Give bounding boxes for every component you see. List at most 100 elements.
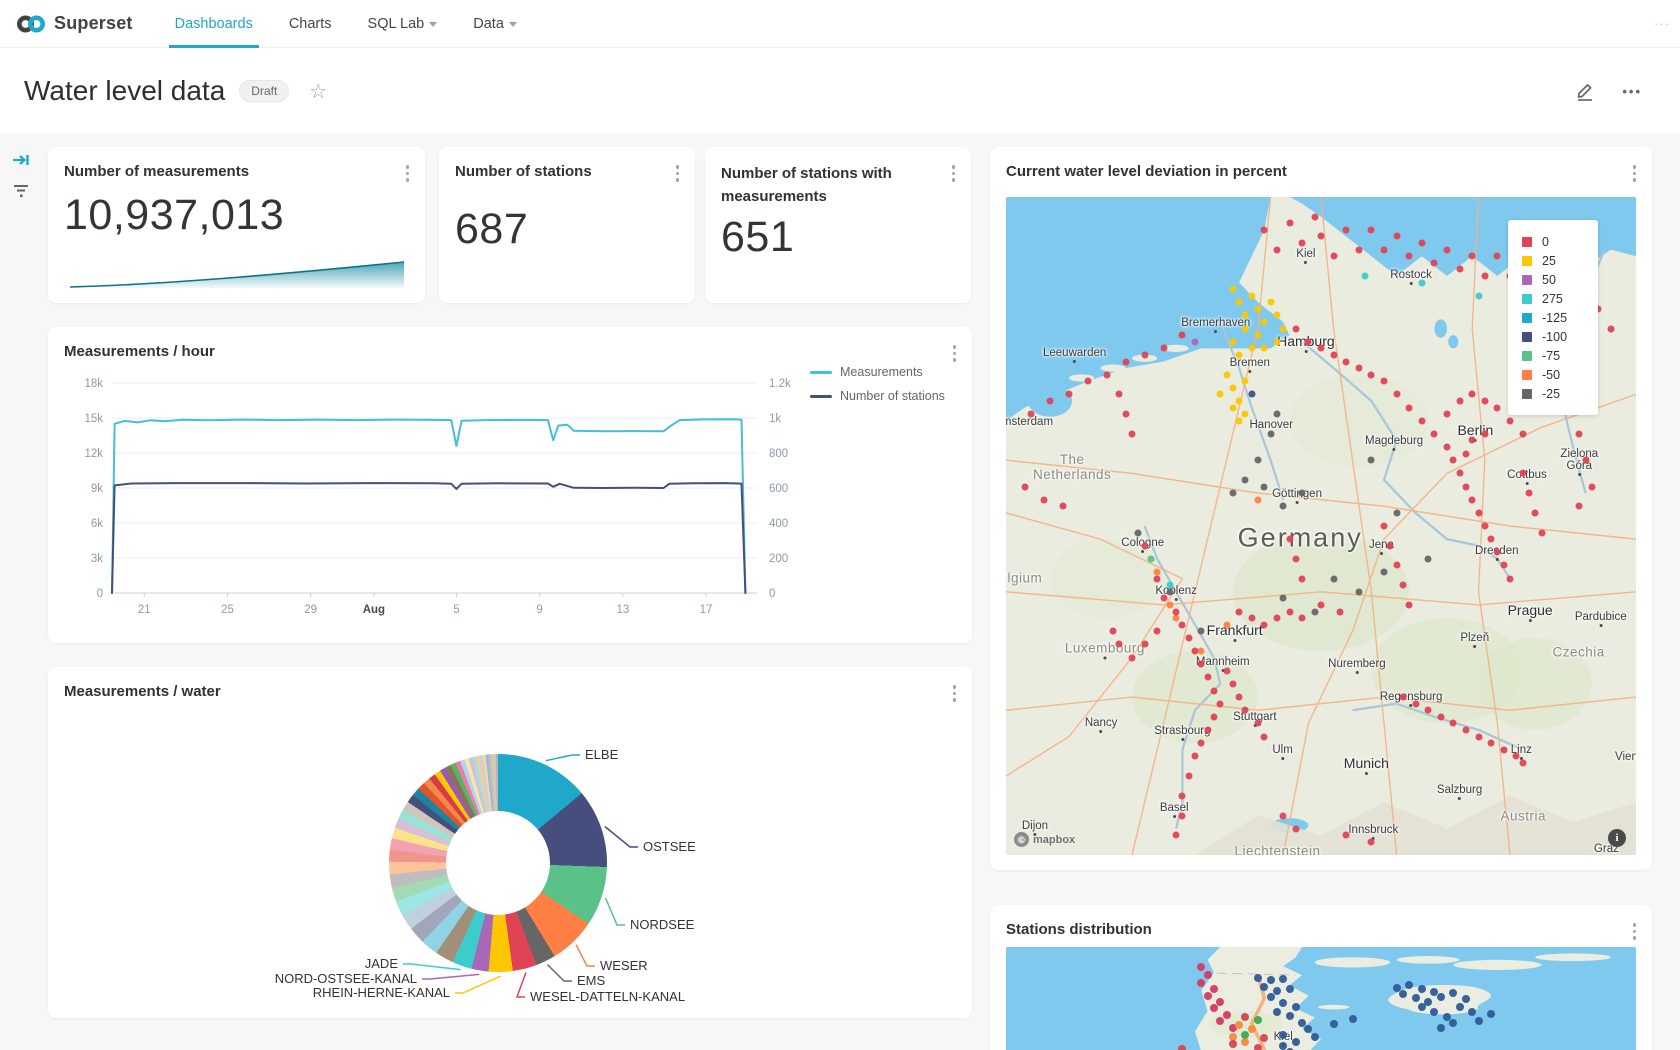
chart-menu-icon[interactable] <box>948 161 960 186</box>
station-dot <box>1273 338 1281 346</box>
expand-filters-icon[interactable] <box>12 152 30 168</box>
station-dot <box>1317 344 1325 352</box>
station-dot <box>1481 272 1489 280</box>
station-dot <box>1286 535 1293 543</box>
station-dot <box>1291 1037 1300 1046</box>
nav-item-dashboards[interactable]: Dashboards <box>157 0 271 48</box>
station-dot <box>1468 436 1476 444</box>
line-chart-legend: Measurements Number of stations <box>810 365 945 413</box>
station-dot <box>1178 812 1186 820</box>
legend-label: Number of stations <box>840 389 945 403</box>
map-background <box>1006 947 1636 1050</box>
station-dot <box>1449 989 1458 998</box>
chart-menu-icon[interactable] <box>949 341 961 366</box>
station-dot <box>1235 417 1243 425</box>
favorite-star-icon[interactable]: ☆ <box>309 80 328 103</box>
station-dot <box>1228 1032 1237 1041</box>
station-dot <box>1512 752 1520 760</box>
legend-label: Measurements <box>840 365 923 379</box>
station-dot <box>1417 985 1426 994</box>
map-label: Plzeň <box>1460 632 1489 648</box>
header-menu-icon[interactable]: ••• <box>1622 83 1642 99</box>
legend-swatch <box>1522 312 1532 323</box>
station-dot <box>1204 726 1212 734</box>
chart-title: Measurements / water <box>64 683 221 700</box>
nav-item-sql-lab[interactable]: SQL Lab <box>350 0 456 48</box>
station-dot <box>1260 226 1268 234</box>
map-label: Magdeburg <box>1365 435 1423 452</box>
x-axis-tick: Aug <box>363 604 385 616</box>
nav-item-charts[interactable]: Charts <box>288 15 332 32</box>
station-dot <box>1424 998 1433 1007</box>
map-canvas[interactable]: 0 25 50 275 -125 -100 -75 -50 -25 © mapbox i Kie… <box>1006 197 1636 855</box>
station-dot <box>1468 390 1476 398</box>
station-dot <box>1203 971 1212 980</box>
city-marker <box>1519 757 1523 761</box>
chart-menu-icon[interactable] <box>1629 919 1641 944</box>
nav-item-data[interactable]: Data <box>455 0 535 48</box>
station-dot <box>1405 404 1413 412</box>
legend-swatch <box>1522 293 1532 304</box>
legend-item[interactable]: Measurements <box>810 365 945 379</box>
map-label: Kiel <box>1296 248 1315 264</box>
city-marker <box>1033 833 1037 837</box>
chart-menu-icon[interactable] <box>949 681 961 706</box>
station-dot <box>1405 981 1414 990</box>
map-legend-item: 0 <box>1522 232 1598 251</box>
map-label: Graz <box>1594 843 1619 855</box>
station-dot <box>1178 331 1186 339</box>
station-dot <box>1468 496 1476 504</box>
edit-pencil-icon[interactable] <box>1574 80 1596 102</box>
superset-logo[interactable]: Superset <box>0 13 147 35</box>
legend-item[interactable]: Number of stations <box>810 389 945 403</box>
station-dot <box>1430 1008 1439 1017</box>
map-label: Czechia <box>1552 644 1605 660</box>
chart-menu-icon[interactable] <box>402 161 414 186</box>
station-dot <box>1424 555 1432 563</box>
map-label: Dijon <box>1022 820 1048 837</box>
station-dot <box>1298 575 1306 583</box>
station-dot <box>1178 792 1186 800</box>
station-dot <box>1178 1045 1187 1050</box>
station-dot <box>1272 986 1281 995</box>
legend-value: -75 <box>1542 348 1561 363</box>
city-marker <box>1304 350 1308 354</box>
map-label: Nuremberg <box>1328 658 1386 674</box>
station-dot <box>1260 621 1268 629</box>
station-dot <box>1241 311 1249 319</box>
station-dot <box>1430 987 1439 996</box>
x-axis-tick: 17 <box>700 604 713 616</box>
map-legend-item: 275 <box>1522 289 1598 308</box>
chart-menu-icon[interactable] <box>1629 161 1641 186</box>
line-chart-plot[interactable]: 0 3k 6k 9k 12k 15k 18k 0 200 400 600 800 1k 1.2k 21 25 2… <box>48 327 972 627</box>
station-dot <box>1027 410 1035 418</box>
station-dot <box>1380 377 1388 385</box>
station-dot <box>1292 825 1300 833</box>
station-dot <box>1209 1004 1218 1013</box>
map-info-icon[interactable]: i <box>1608 829 1626 847</box>
station-dot <box>1500 746 1508 754</box>
donut-hole <box>446 811 550 915</box>
station-dot <box>1260 318 1268 326</box>
map-legend-item: 50 <box>1522 270 1598 289</box>
x-axis-tick: 21 <box>138 604 151 616</box>
station-dot <box>1153 575 1161 583</box>
station-dot <box>1474 1017 1483 1026</box>
station-dot <box>1449 1018 1458 1027</box>
station-dot <box>1330 252 1338 260</box>
station-dot <box>1311 213 1319 221</box>
chevron-down-icon <box>508 22 517 27</box>
station-dot <box>1216 1017 1225 1026</box>
station-dot <box>1342 226 1350 234</box>
station-dot <box>1197 647 1205 655</box>
kpi-value: 651 <box>721 213 795 261</box>
filter-list-icon[interactable] <box>12 184 30 198</box>
brand-name: Superset <box>54 13 133 33</box>
station-dot <box>1229 489 1237 497</box>
donut-slice-label: WESEL-DATTELN-KANAL <box>530 989 685 1004</box>
nav-overflow-ellipsis[interactable]: ··· <box>1654 16 1670 31</box>
station-dot <box>1456 265 1464 273</box>
chart-menu-icon[interactable] <box>672 161 684 186</box>
map-label: The Netherlands <box>1032 452 1112 483</box>
